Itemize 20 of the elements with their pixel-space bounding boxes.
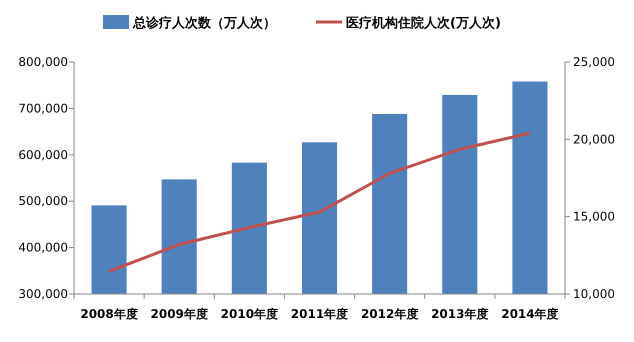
- x-tick-label: 2010年度: [220, 307, 278, 321]
- y-tick-label: 800,000: [18, 55, 68, 69]
- x-tick-label: 2013年度: [431, 307, 488, 321]
- y2-tick-label: 20,000: [573, 132, 615, 146]
- x-tick-label: 2008年度: [80, 307, 138, 321]
- y2-tick-label: 15,000: [573, 210, 615, 224]
- y2-tick-label: 25,000: [573, 55, 615, 69]
- x-tick-label: 2012年度: [360, 307, 418, 321]
- y2-tick-label: 10,000: [573, 287, 615, 301]
- y-tick-label: 400,000: [18, 240, 68, 255]
- line-series: [108, 132, 532, 273]
- y-tick-label: 300,000: [18, 287, 68, 301]
- y-tick-label: 600,000: [18, 148, 68, 162]
- legend-label: 总诊疗人次数（万人次）: [132, 15, 276, 31]
- legend-label: 医疗机构住院人次(万人次): [346, 15, 501, 31]
- y-tick-label: 700,000: [18, 101, 68, 116]
- x-tick-label: 2014年度: [501, 307, 559, 321]
- x-tick-label: 2011年度: [290, 307, 348, 321]
- y-tick-label: 500,000: [18, 194, 68, 208]
- x-tick-label: 2009年度: [150, 307, 208, 321]
